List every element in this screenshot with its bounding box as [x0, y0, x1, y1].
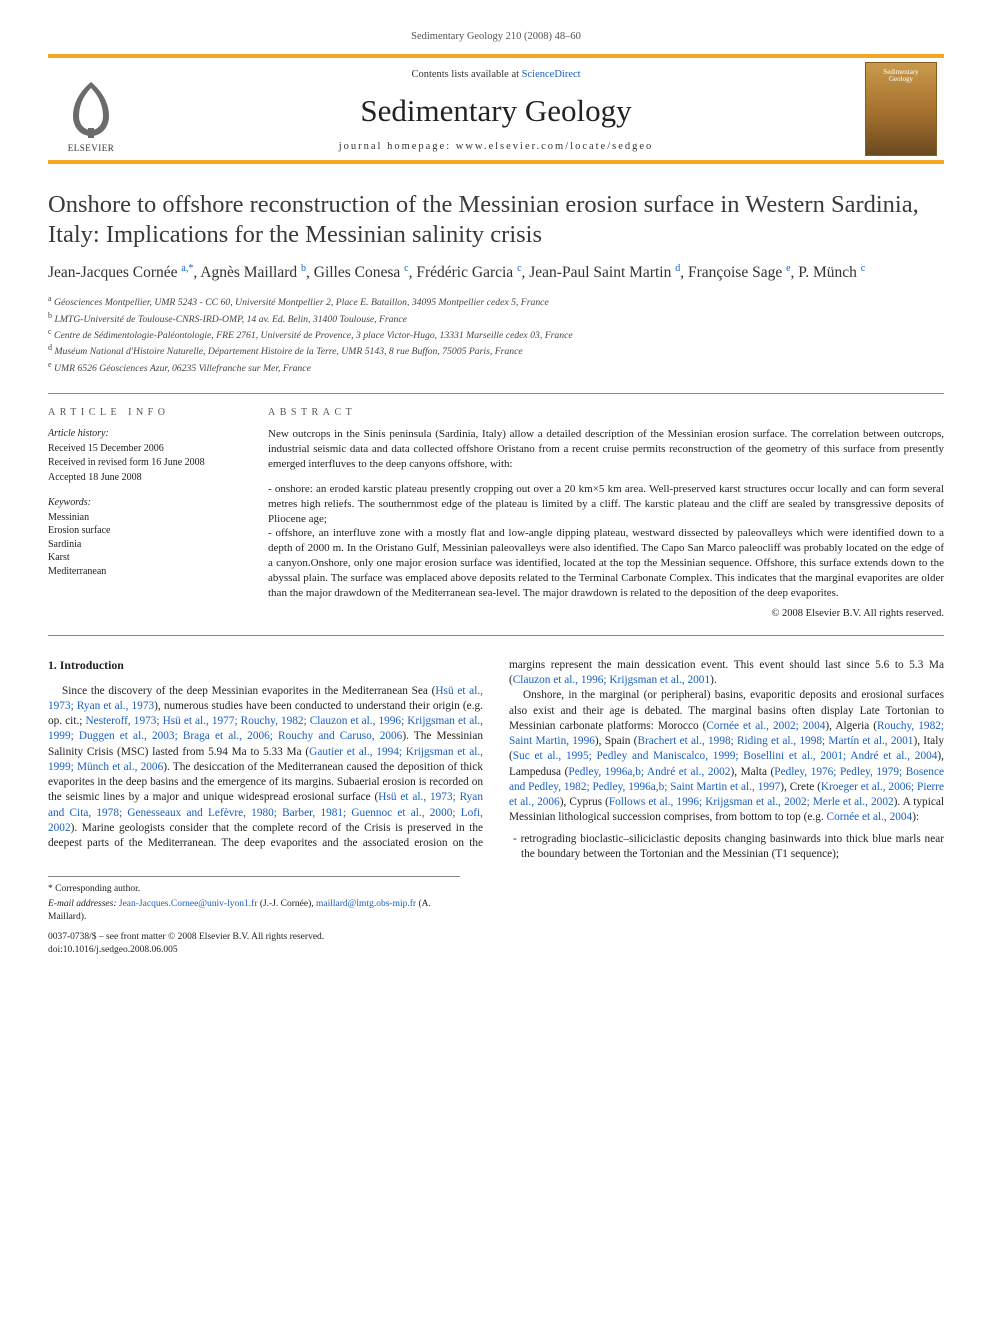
homepage-prefix: journal homepage: [339, 141, 456, 152]
email-line: E-mail addresses: Jean-Jacques.Cornee@un… [48, 898, 460, 924]
text-run: ), Cyprus ( [560, 796, 609, 808]
doi-line: doi:10.1016/j.sedgeo.2008.06.005 [48, 944, 460, 957]
journal-title: Sedimentary Geology [134, 90, 858, 132]
tree-icon [61, 78, 121, 140]
affil-text: UMR 6526 Géosciences Azur, 06235 Villefr… [54, 363, 311, 374]
history-accepted: Accepted 18 June 2008 [48, 471, 250, 485]
affiliation-e: e UMR 6526 Géosciences Azur, 06235 Ville… [48, 360, 944, 375]
intro-para-2: Onshore, in the marginal (or peripheral)… [509, 688, 944, 825]
affil-text: Centre de Sédimentologie-Paléontologie, … [54, 330, 573, 341]
text-run: ), Algeria ( [825, 720, 877, 732]
abstract: ABSTRACT New outcrops in the Sinis penin… [268, 406, 944, 621]
text-run: ), Crete ( [780, 781, 821, 793]
article-title: Onshore to offshore reconstruction of th… [48, 190, 944, 250]
journal-homepage-line: journal homepage: www.elsevier.com/locat… [134, 140, 858, 154]
keyword: Messinian [48, 511, 250, 525]
affiliation-d: d Muséum National d'Histoire Naturelle, … [48, 343, 944, 358]
citation-link[interactable]: Cornée et al., 2002; 2004 [706, 720, 825, 732]
running-head: Sedimentary Geology 210 (2008) 48–60 [48, 30, 944, 44]
text-run: Since the discovery of the deep Messinia… [62, 685, 435, 697]
affil-sup: d [48, 343, 52, 352]
homepage-url: www.elsevier.com/locate/sedgeo [456, 141, 654, 152]
abstract-p1: New outcrops in the Sinis peninsula (Sar… [268, 427, 944, 472]
publisher-logo-cell: ELSEVIER [48, 58, 134, 160]
abstract-item-onshore: - onshore: an eroded karstic plateau pre… [268, 482, 944, 527]
citation-link[interactable]: Suc et al., 1995; Pedley and Maniscalco,… [513, 750, 938, 762]
keyword: Mediterranean [48, 565, 250, 579]
keywords-head: Keywords: [48, 496, 250, 510]
affiliation-b: b LMTG-Université de Toulouse-CNRS-IRD-O… [48, 311, 944, 326]
affiliations: a Géosciences Montpellier, UMR 5243 - CC… [48, 294, 944, 375]
affil-text: LMTG-Université de Toulouse-CNRS-IRD-OMP… [54, 314, 406, 325]
keyword: Karst [48, 551, 250, 565]
author-list: Jean-Jacques Cornée a,*, Agnès Maillard … [48, 262, 944, 284]
cover-thumb-cell: Sedimentary Geology [858, 58, 944, 160]
text-run: ): [912, 811, 919, 823]
elsevier-logo: ELSEVIER [54, 70, 128, 154]
cover-label-line2: Geology [889, 76, 913, 83]
contents-prefix: Contents lists available at [411, 69, 521, 80]
journal-cover-thumbnail: Sedimentary Geology [865, 62, 937, 156]
affil-sup: a [48, 294, 52, 303]
text-run: ), Malta ( [730, 766, 774, 778]
citation-link[interactable]: Clauzon et al., 1996; Krijgsman et al., … [513, 674, 710, 686]
sciencedirect-link[interactable]: ScienceDirect [522, 69, 581, 80]
contents-list-line: Contents lists available at ScienceDirec… [134, 68, 858, 82]
publisher-logo-text: ELSEVIER [68, 142, 115, 154]
affil-sup: c [48, 327, 52, 336]
article-info-abstract-row: ARTICLE INFO Article history: Received 1… [48, 393, 944, 636]
section-1-head: 1. Introduction [48, 658, 483, 674]
abstract-copyright: © 2008 Elsevier B.V. All rights reserved… [268, 607, 944, 621]
abstract-label: ABSTRACT [268, 406, 944, 420]
citation-link[interactable]: Cornée et al., 2004 [827, 811, 913, 823]
history-received: Received 15 December 2006 [48, 442, 250, 456]
history-revised: Received in revised form 16 June 2008 [48, 456, 250, 470]
affiliation-a: a Géosciences Montpellier, UMR 5243 - CC… [48, 294, 944, 309]
text-run: ), Spain ( [595, 735, 638, 747]
email-link[interactable]: maillard@lmtg.obs-mip.fr [316, 899, 416, 909]
keyword: Erosion surface [48, 524, 250, 538]
keyword: Sardinia [48, 538, 250, 552]
masthead-center: Contents lists available at ScienceDirec… [134, 58, 858, 160]
footnotes: * Corresponding author. E-mail addresses… [48, 876, 460, 957]
citation-link[interactable]: Follows et al., 1996; Krijgsman et al., … [609, 796, 894, 808]
affiliation-c: c Centre de Sédimentologie-Paléontologie… [48, 327, 944, 342]
bullet-t1-sequence: - retrograding bioclastic–siliciclastic … [509, 832, 944, 863]
affil-sup: b [48, 311, 52, 320]
body-two-column: 1. Introduction Since the discovery of t… [48, 658, 944, 862]
abstract-item-offshore: - offshore, an interfluve zone with a mo… [268, 526, 944, 600]
article-history-head: Article history: [48, 427, 250, 441]
email-link[interactable]: Jean-Jacques.Cornee@univ-lyon1.fr [119, 899, 258, 909]
text-run: ). [710, 674, 717, 686]
article-info: ARTICLE INFO Article history: Received 1… [48, 406, 268, 621]
affil-text: Muséum National d'Histoire Naturelle, Dé… [54, 346, 522, 357]
emails-label: E-mail addresses: [48, 899, 119, 909]
issn-copyright: 0037-0738/$ – see front matter © 2008 El… [48, 931, 460, 944]
journal-masthead: ELSEVIER Contents lists available at Sci… [48, 54, 944, 164]
affil-text: Géosciences Montpellier, UMR 5243 - CC 6… [54, 297, 549, 308]
affil-sup: e [48, 360, 52, 369]
citation-link[interactable]: Brachert et al., 1998; Riding et al., 19… [637, 735, 913, 747]
citation-link[interactable]: Pedley, 1996a,b; André et al., 2002 [568, 766, 730, 778]
corresponding-author: * Corresponding author. [48, 883, 460, 896]
email-who: (J.-J. Cornée), [257, 899, 316, 909]
article-info-label: ARTICLE INFO [48, 406, 250, 420]
